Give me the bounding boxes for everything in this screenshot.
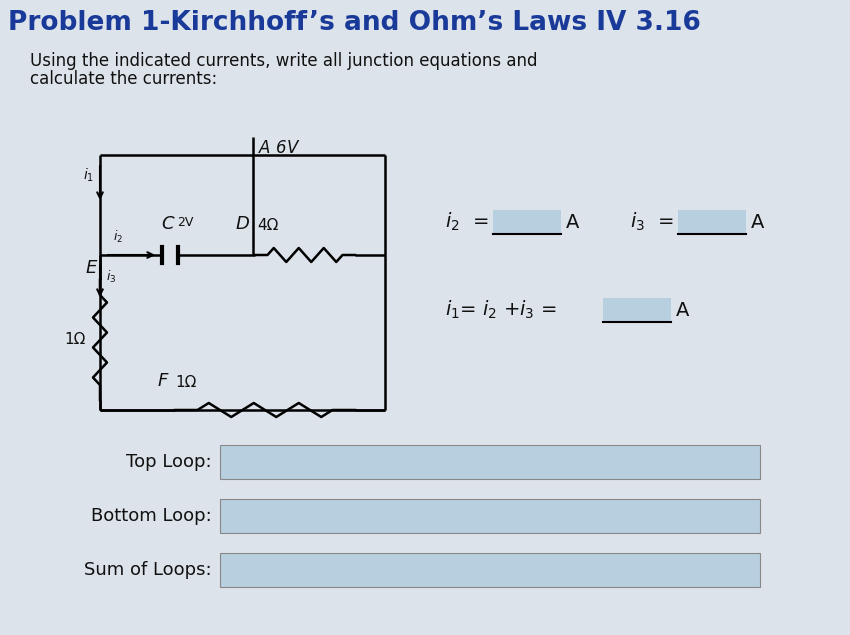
FancyBboxPatch shape (678, 210, 746, 234)
Text: $C$: $C$ (161, 215, 175, 233)
Text: Top Loop:: Top Loop: (127, 453, 212, 471)
Text: $i_3$: $i_3$ (106, 269, 116, 285)
Text: Problem 1-Kirchhoff’s and Ohm’s Laws IV 3.16: Problem 1-Kirchhoff’s and Ohm’s Laws IV … (8, 10, 701, 36)
Text: =: = (658, 213, 675, 232)
Text: 1Ω: 1Ω (65, 333, 86, 347)
Text: $D$: $D$ (235, 215, 250, 233)
Text: $i_3$: $i_3$ (630, 211, 645, 233)
Text: $i_2$: $i_2$ (445, 211, 460, 233)
Text: A: A (751, 213, 764, 232)
FancyBboxPatch shape (220, 553, 760, 587)
Text: calculate the currents:: calculate the currents: (30, 70, 218, 88)
Text: $A$ 6V: $A$ 6V (258, 139, 300, 157)
FancyBboxPatch shape (603, 298, 671, 322)
Text: $i_2$: $i_2$ (113, 229, 123, 245)
Text: =: = (473, 213, 490, 232)
Text: Bottom Loop:: Bottom Loop: (91, 507, 212, 525)
Text: $E$: $E$ (85, 259, 98, 277)
Text: A: A (676, 300, 689, 319)
Text: 2V: 2V (177, 216, 193, 229)
Text: $F$: $F$ (157, 372, 170, 390)
FancyBboxPatch shape (220, 445, 760, 479)
Text: A: A (566, 213, 580, 232)
FancyBboxPatch shape (220, 499, 760, 533)
Text: Sum of Loops:: Sum of Loops: (84, 561, 212, 579)
FancyBboxPatch shape (493, 210, 561, 234)
Text: 4Ω: 4Ω (257, 218, 278, 233)
Text: $i_1$= $i_2$ +$i_3$ =: $i_1$= $i_2$ +$i_3$ = (445, 299, 557, 321)
Text: 1Ω: 1Ω (175, 375, 196, 390)
Text: $i_1$: $i_1$ (83, 166, 94, 184)
Text: Using the indicated currents, write all junction equations and: Using the indicated currents, write all … (30, 52, 537, 70)
